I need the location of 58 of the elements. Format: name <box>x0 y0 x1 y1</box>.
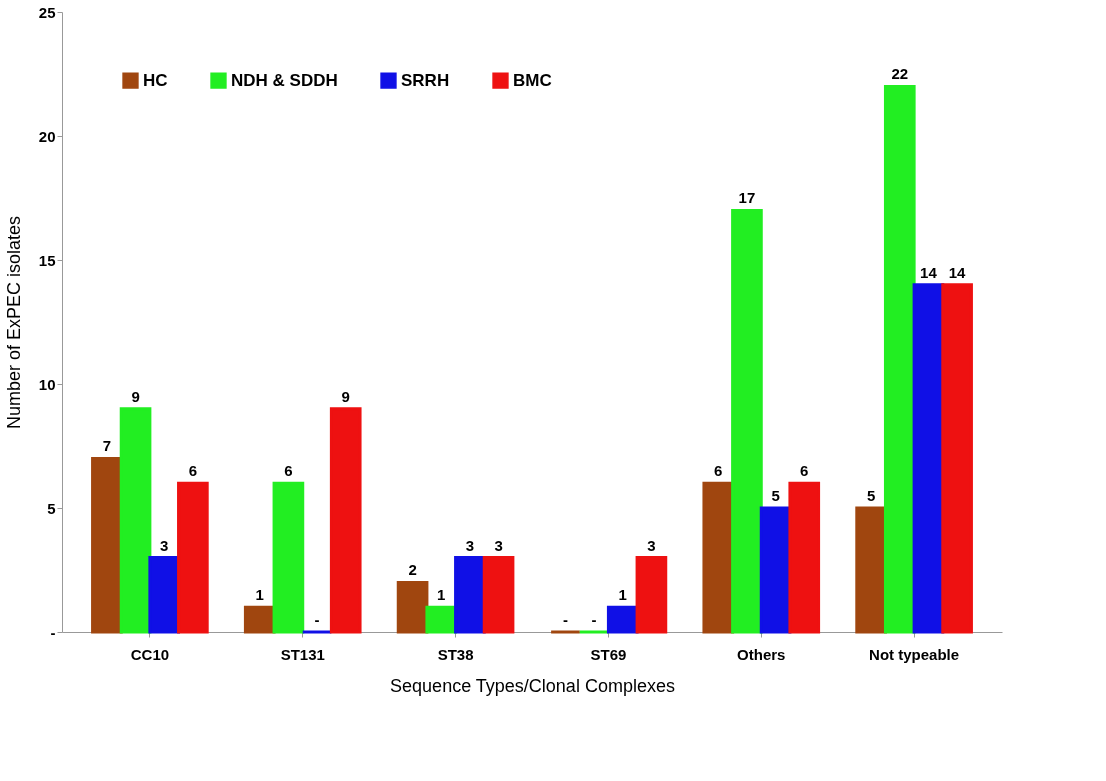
bar <box>396 580 429 634</box>
data-label: 3 <box>494 536 503 554</box>
bar <box>454 556 486 634</box>
x-tick-label: ST131 <box>280 645 325 663</box>
y-axis-title: Number of ExPEC isolates <box>3 215 24 430</box>
x-tick-label: Others <box>737 645 786 663</box>
data-label: 22 <box>891 65 909 83</box>
data-label: 1 <box>618 586 627 604</box>
bar <box>243 605 276 634</box>
legend-label: SRRH <box>401 70 450 90</box>
legend-label: NDH & SDDH <box>231 70 338 90</box>
data-label: 9 <box>131 387 140 405</box>
bar <box>482 556 515 634</box>
data-label: 3 <box>647 536 656 554</box>
data-label: 7 <box>102 437 112 455</box>
data-label: 6 <box>284 462 293 480</box>
bar <box>606 605 639 634</box>
data-label: - <box>314 611 320 628</box>
data-label: 3 <box>465 536 475 554</box>
data-label: 6 <box>188 462 198 480</box>
bar <box>635 556 668 634</box>
data-label: 14 <box>948 263 967 281</box>
x-tick-label: ST69 <box>590 645 627 663</box>
bar <box>119 407 152 634</box>
x-axis-title: Sequence Types/Clonal Complexes <box>390 675 675 696</box>
x-tick-label: Not typeable <box>869 645 960 663</box>
y-tick-label: 10 <box>38 375 56 393</box>
bar <box>855 506 887 634</box>
bar <box>91 456 123 634</box>
y-tick-label: 25 <box>38 3 56 21</box>
data-label: 9 <box>341 387 350 405</box>
legend-label: HC <box>143 70 168 90</box>
data-label: 3 <box>160 536 169 554</box>
bar <box>788 481 821 634</box>
y-tick-label: 20 <box>38 127 56 145</box>
data-label: 1 <box>255 586 264 604</box>
bar <box>883 84 916 634</box>
data-label: 2 <box>408 561 417 579</box>
data-label: 6 <box>800 462 809 480</box>
data-label: 17 <box>738 189 756 207</box>
bar <box>177 481 209 634</box>
y-tick-label: 15 <box>38 251 56 269</box>
data-label: 5 <box>866 487 876 504</box>
data-label: 14 <box>920 263 938 281</box>
bar <box>329 407 362 634</box>
bar <box>731 208 763 634</box>
x-tick-label: CC10 <box>130 645 170 663</box>
bar <box>941 283 973 634</box>
data-label: 6 <box>714 462 723 480</box>
data-label: - <box>591 611 597 628</box>
y-tick-label: 5 <box>47 499 56 517</box>
data-label: 1 <box>437 586 446 604</box>
x-tick-label: ST38 <box>437 645 474 663</box>
y-tick-label: - <box>50 623 56 641</box>
legend-label: BMC <box>513 70 552 90</box>
data-label: - <box>562 611 568 628</box>
data-label: 5 <box>771 487 780 504</box>
bar <box>272 481 305 634</box>
